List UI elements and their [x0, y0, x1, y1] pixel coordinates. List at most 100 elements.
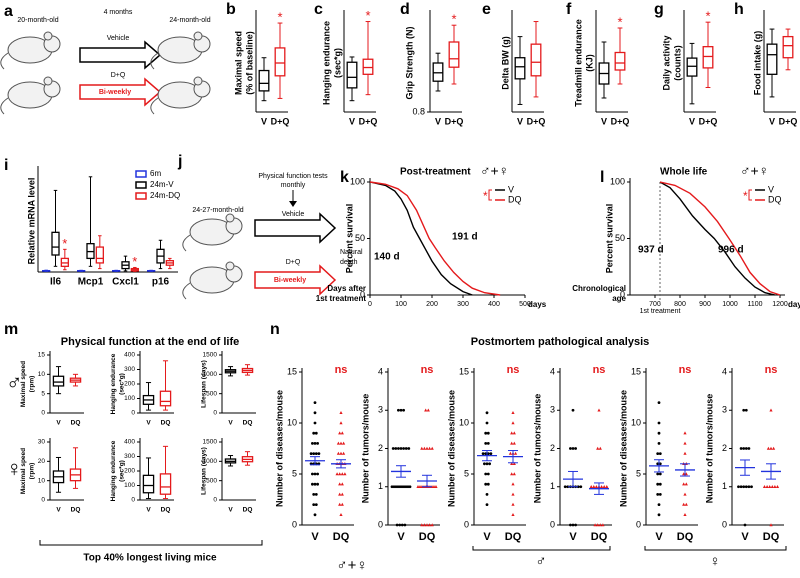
y-tick-label: 400 — [124, 352, 135, 359]
data-point — [311, 472, 314, 476]
data-point — [683, 431, 687, 435]
y-axis-label: Maximal speed — [20, 361, 27, 407]
y-axis-label: (% of baseline) — [244, 31, 254, 95]
y-axis-label: (sec*g) — [119, 373, 126, 395]
data-point — [657, 401, 661, 404]
data-point — [569, 447, 572, 450]
mouse-ear — [43, 76, 53, 86]
data-point — [426, 408, 430, 412]
y-axis-label: (rpm) — [29, 463, 36, 480]
row-label: ♂ — [6, 370, 23, 395]
x-tick-label: D+Q — [271, 116, 290, 126]
diagram-text: Physical function tests — [258, 173, 328, 180]
data-point — [656, 462, 660, 466]
data-point — [428, 523, 432, 527]
data-point — [486, 442, 490, 445]
box — [159, 473, 172, 495]
x-tick-label: 200 — [426, 301, 438, 308]
bracket — [39, 540, 263, 546]
x-axis-label: age — [612, 294, 626, 303]
data-point — [390, 485, 394, 489]
data-point — [769, 523, 773, 527]
y-axis-label: (counts) — [672, 45, 682, 81]
data-point — [340, 502, 344, 506]
x-tick-label: V — [769, 116, 775, 126]
y-tick-label: 0 — [41, 410, 45, 417]
data-point — [342, 441, 346, 445]
y-tick-label: 0 — [378, 519, 383, 529]
data-point — [400, 485, 404, 489]
data-point — [339, 421, 343, 425]
x-tick-label: V — [146, 420, 151, 427]
x-tick-label: DQ — [763, 531, 780, 543]
data-point — [658, 462, 662, 466]
x-tick-label: D+Q — [445, 116, 464, 126]
data-point — [340, 482, 344, 486]
x-tick-label: V — [228, 507, 233, 514]
data-point — [773, 484, 777, 488]
arrow — [79, 40, 162, 70]
data-point — [598, 446, 602, 450]
data-point — [762, 484, 767, 488]
event-label: 1st treatment — [640, 308, 681, 315]
y-tick-label: 1 — [378, 481, 383, 491]
data-point — [394, 447, 398, 450]
x-tick-label: V — [517, 116, 523, 126]
arrow — [79, 77, 162, 107]
box — [142, 474, 155, 494]
data-point — [657, 431, 661, 435]
group-label: ♀ — [709, 553, 720, 570]
data-point — [600, 484, 604, 488]
data-point — [399, 408, 403, 412]
y-tick-label: 200 — [124, 468, 135, 475]
x-tick-label: V — [483, 531, 491, 543]
data-point — [747, 447, 751, 450]
data-point — [338, 492, 342, 496]
data-point — [511, 421, 515, 425]
data-point — [339, 513, 343, 516]
y-axis-label: (KJ) — [584, 54, 594, 72]
data-point — [510, 431, 514, 435]
y-axis-label: Number of diseases/mouse — [446, 390, 456, 507]
data-point — [737, 485, 740, 489]
data-point — [316, 442, 319, 445]
data-point — [766, 446, 770, 450]
y-axis-label: Lifespan (days) — [201, 447, 208, 495]
data-point — [399, 447, 403, 450]
x-tick-label: 100 — [395, 301, 407, 308]
data-point — [510, 462, 514, 465]
x-unit: days — [528, 300, 547, 309]
box — [274, 47, 286, 77]
data-point — [563, 485, 567, 489]
data-point — [579, 485, 583, 489]
y-tick-label: 0 — [213, 497, 217, 504]
y-tick-label: 100 — [124, 482, 135, 489]
y-tick-label: 2 — [550, 443, 555, 453]
x-tick-label: V — [601, 116, 607, 126]
box — [95, 246, 104, 264]
data-point — [658, 452, 662, 455]
data-point — [317, 452, 321, 455]
y-tick-label: 10 — [459, 417, 469, 427]
x-tick-label: DQ — [333, 531, 350, 543]
data-point — [420, 446, 424, 450]
data-point — [485, 421, 489, 425]
x-tick-label: 1000 — [722, 301, 738, 308]
data-point — [486, 482, 490, 486]
y-tick-label: 100 — [124, 395, 135, 402]
x-tick-label: V — [741, 531, 749, 543]
y-axis-label: Number of tumors/mouse — [360, 394, 370, 504]
data-point — [313, 411, 317, 415]
y-tick-label: 300 — [124, 453, 135, 460]
data-point — [576, 485, 580, 489]
y-axis-label: Grip Strength (N) — [404, 27, 414, 100]
chart-subtitle: ♂+♀ — [480, 163, 509, 179]
x-tick-label: Il6 — [50, 277, 62, 288]
data-point — [428, 446, 432, 450]
mouse-ear — [193, 76, 203, 86]
group-label: ♂+♀ — [336, 557, 367, 574]
x-tick-label: 400 — [488, 301, 500, 308]
median-label: 937 d — [638, 245, 664, 256]
data-point — [397, 408, 400, 412]
